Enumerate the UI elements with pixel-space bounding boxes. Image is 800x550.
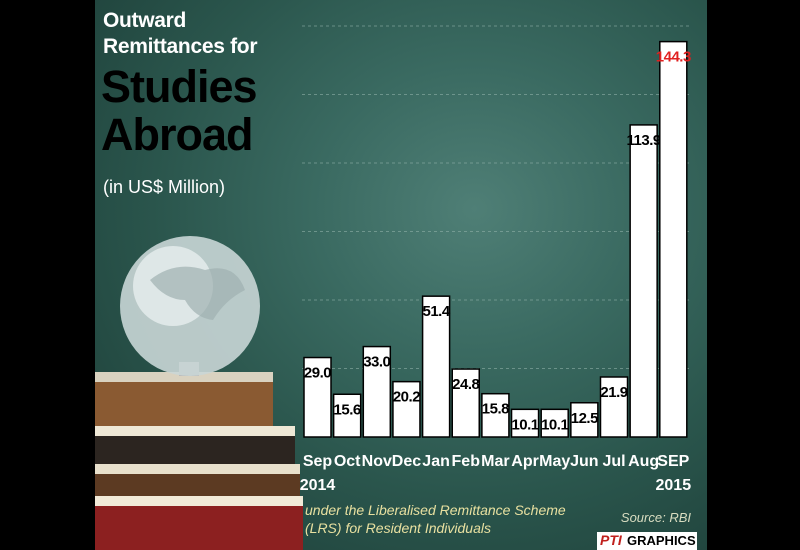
bar-nov-2 <box>362 345 392 438</box>
category-label: Jul <box>602 453 625 470</box>
source-label: Source: RBI <box>620 510 691 525</box>
footnote-line-2: (LRS) for Resident Individuals <box>305 520 491 536</box>
title-line-1: Outward <box>103 9 187 32</box>
bar-may-8 <box>540 408 569 438</box>
value-label: 29.0 <box>304 365 331 382</box>
category-label: Oct <box>334 453 361 470</box>
title-line-2: Remittances for <box>103 35 258 58</box>
footnote-line-1: under the Liberalised Remittance Scheme <box>305 502 566 518</box>
value-label: 21.9 <box>600 384 627 401</box>
value-label: 24.8 <box>452 376 479 393</box>
year-start-label: 2014 <box>300 477 336 494</box>
bar-sep-12 <box>659 40 688 438</box>
bar-jan-4 <box>421 295 451 438</box>
year-end-label: 2015 <box>656 477 692 494</box>
bar-feb-5 <box>451 368 480 438</box>
unit-label: (in US$ Million) <box>103 177 226 197</box>
bar-oct-1 <box>332 393 362 438</box>
title-line-4: Abroad <box>101 109 253 160</box>
bar-jun-9 <box>570 402 599 438</box>
bar-aug-11 <box>629 124 658 438</box>
value-label: 144.3 <box>656 49 691 66</box>
category-label: Sep <box>303 453 333 470</box>
value-label: 15.6 <box>334 401 361 418</box>
category-label: SEP <box>657 453 689 470</box>
value-label: 15.8 <box>482 401 509 418</box>
category-label: Dec <box>392 453 421 470</box>
category-label: Aug <box>628 453 659 470</box>
title-line-3: Studies <box>101 61 258 112</box>
bar-jul-10 <box>599 376 629 438</box>
value-label: 113.9 <box>627 132 661 149</box>
bar-dec-3 <box>392 380 421 438</box>
value-label: 33.0 <box>363 354 390 371</box>
globe-illustration <box>120 236 260 376</box>
books-illustration <box>95 372 303 550</box>
value-label: 12.5 <box>571 410 598 427</box>
value-label: 20.2 <box>393 389 420 406</box>
value-label: 10.1 <box>541 416 568 433</box>
gridlines <box>302 25 690 369</box>
value-label: 10.1 <box>511 416 538 433</box>
bar-sep-0 <box>303 356 332 438</box>
logo-graphics-text: GRAPHICS <box>627 533 696 548</box>
bar-mar-6 <box>481 392 510 438</box>
category-label: Apr <box>511 453 539 470</box>
logo-pti-text: PTI <box>600 532 622 548</box>
bar-apr-7 <box>510 408 540 438</box>
category-label: Mar <box>481 453 509 470</box>
pti-graphics-logo: PTI GRAPHICS <box>597 532 697 550</box>
bars: 29.0 Sep 15.6 Oct 33.0 Nov 20.2 Dec 51.4 Jan 24.8 F… <box>300 40 692 494</box>
category-label: Jan <box>422 453 450 470</box>
chart-area: 29.0 Sep 15.6 Oct 33.0 Nov 20.2 Dec 51.4 Jan 24.8 F… <box>95 25 692 550</box>
category-label: May <box>539 453 570 470</box>
category-label: Nov <box>362 453 392 470</box>
value-label: 51.4 <box>422 303 450 320</box>
category-label: Feb <box>452 453 481 470</box>
category-label: Jun <box>570 453 598 470</box>
chalkboard-background: Outward Remittances for Studies Abroad (… <box>95 0 707 550</box>
